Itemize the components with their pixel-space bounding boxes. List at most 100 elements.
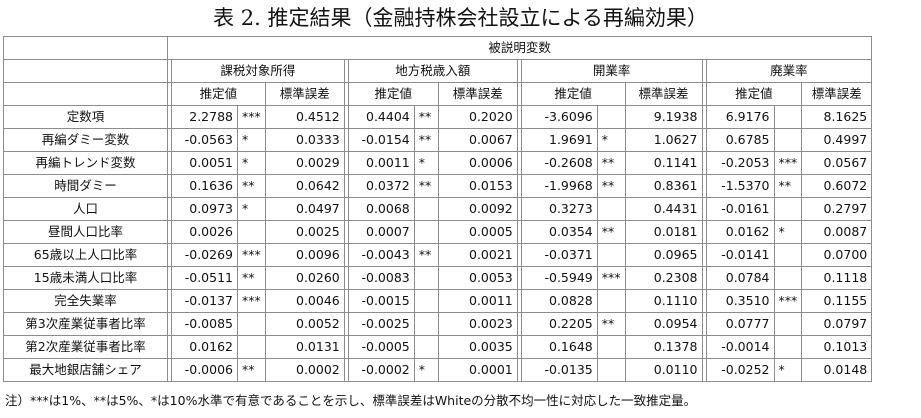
significance-stars	[773, 335, 803, 359]
std-error-value: 0.4997	[801, 128, 873, 152]
table-row: 昼間人口比率 0.0026 0.0025 0.0007 0.0005 0.0354 ** 0.…	[3, 220, 873, 244]
table-row: 15歳未満人口比率 -0.0511 ** 0.0260 -0.0083 0.0053 -0.…	[3, 266, 873, 290]
std-error-value: 0.8361	[624, 174, 703, 198]
significance-stars: ***	[237, 289, 266, 313]
variable-name: 時間ダミー	[3, 174, 168, 198]
std-error-value: 0.1013	[801, 335, 873, 359]
estimate-value: -0.0269	[171, 243, 238, 267]
dependent-variable-header: 被説明変数	[166, 36, 873, 60]
group-header: 開業率	[520, 59, 703, 83]
significance-stars: ***	[773, 289, 803, 313]
table-row: 再編ダミー変数 -0.0563 * 0.0333 -0.0154 ** 0.0067 1.96…	[3, 128, 873, 152]
table-title: 表 2. 推定結果（金融持株会社設立による再編効果）	[213, 6, 708, 30]
std-error-value: 0.0333	[264, 128, 345, 152]
std-error-value: 8.1625	[801, 105, 873, 129]
estimate-value: -1.5370	[705, 174, 775, 198]
estimate-value: -0.2053	[705, 151, 775, 175]
std-error-value: 0.0153	[437, 174, 518, 198]
variable-name: 昼間人口比率	[3, 220, 168, 244]
significance-stars: **	[413, 105, 439, 129]
significance-stars: *	[596, 128, 626, 152]
estimate-value: -1.9968	[520, 174, 598, 198]
estimate-header: 推定値	[171, 82, 266, 106]
significance-stars: *	[413, 151, 439, 175]
std-error-header: 標準誤差	[437, 82, 518, 106]
std-error-value: 0.0053	[437, 266, 518, 290]
table-row: 人口 0.0973 * 0.0497 0.0068 0.0092 0.3273 0.4431-…	[3, 197, 873, 221]
table-row: 時間ダミー 0.1636 ** 0.0642 0.0372 ** 0.0153 -1.9968…	[3, 174, 873, 198]
significance-stars: **	[237, 266, 266, 290]
estimate-value: -0.0015	[347, 289, 415, 313]
estimate-value: 0.1648	[520, 335, 598, 359]
estimate-value: -0.0002	[347, 358, 415, 382]
estimate-value: -0.0511	[171, 266, 238, 290]
std-error-value: 0.0067	[437, 128, 518, 152]
significance-stars: **	[596, 312, 626, 336]
std-error-value: 0.0011	[437, 289, 518, 313]
std-error-value: 0.0001	[437, 358, 518, 382]
estimate-value: 0.0828	[520, 289, 598, 313]
blank-cell	[3, 82, 168, 106]
significance-stars: **	[596, 220, 626, 244]
std-error-value: 0.0023	[437, 312, 518, 336]
estimate-value: 2.2788	[171, 105, 238, 129]
std-error-value: 0.2020	[437, 105, 518, 129]
variable-name: 人口	[3, 197, 168, 221]
std-error-value: 0.1110	[624, 289, 703, 313]
std-error-value: 0.0025	[264, 220, 345, 244]
significance-stars: ***	[773, 151, 803, 175]
estimate-value: -0.0006	[171, 358, 238, 382]
significance-stars	[413, 312, 439, 336]
std-error-value: 0.4431	[624, 197, 703, 221]
estimate-value: 0.3273	[520, 197, 598, 221]
std-error-header: 標準誤差	[624, 82, 703, 106]
significance-stars	[596, 335, 626, 359]
estimate-value: -0.0135	[520, 358, 598, 382]
std-error-value: 0.0029	[264, 151, 345, 175]
significance-stars: **	[237, 358, 266, 382]
estimate-value: 0.0026	[171, 220, 238, 244]
variable-name: 完全失業率	[3, 289, 168, 313]
variable-name: 第2次産業従事者比率	[3, 335, 168, 359]
estimate-value: -0.0161	[705, 197, 775, 221]
significance-stars	[413, 335, 439, 359]
significance-stars: *	[237, 128, 266, 152]
significance-stars	[773, 312, 803, 336]
estimate-value: 0.6785	[705, 128, 775, 152]
std-error-value: 0.0096	[264, 243, 345, 267]
significance-stars	[773, 105, 803, 129]
std-error-value: 0.6072	[801, 174, 873, 198]
significance-stars: **	[413, 128, 439, 152]
estimate-header: 推定値	[347, 82, 439, 106]
std-error-value: 1.0627	[624, 128, 703, 152]
std-error-value: 0.1378	[624, 335, 703, 359]
estimate-value: 0.0973	[171, 197, 238, 221]
table-row: 定数項 2.2788 *** 0.4512 0.4404 ** 0.2020 -3.6096 9…	[3, 105, 873, 129]
std-error-value: 0.0497	[264, 197, 345, 221]
estimate-value: -0.0005	[347, 335, 415, 359]
std-error-value: 0.0797	[801, 312, 873, 336]
std-error-value: 0.1141	[624, 151, 703, 175]
group-header: 廃業率	[705, 59, 873, 83]
std-error-value: 0.0567	[801, 151, 873, 175]
table-row: 第2次産業従事者比率 0.0162 0.0131 -0.0005 0.0035 0.164…	[3, 335, 873, 359]
estimate-value: -3.6096	[520, 105, 598, 129]
significance-stars: **	[596, 174, 626, 198]
std-error-value: 0.0181	[624, 220, 703, 244]
significance-stars: **	[237, 174, 266, 198]
estimate-value: 0.0162	[705, 220, 775, 244]
std-error-value: 0.0005	[437, 220, 518, 244]
significance-stars: **	[596, 151, 626, 175]
estimate-value: 0.0011	[347, 151, 415, 175]
estimate-value: 0.1636	[171, 174, 238, 198]
variable-name: 最大地銀店舗シェア	[3, 358, 168, 382]
estimate-value: 0.0162	[171, 335, 238, 359]
significance-stars: **	[413, 174, 439, 198]
estimate-value: -0.2608	[520, 151, 598, 175]
estimate-value: 6.9176	[705, 105, 775, 129]
std-error-value: 0.0046	[264, 289, 345, 313]
significance-stars: **	[773, 174, 803, 198]
blank-cell	[3, 59, 168, 83]
std-error-value: 0.0087	[801, 220, 873, 244]
std-error-value: 0.0148	[801, 358, 873, 382]
